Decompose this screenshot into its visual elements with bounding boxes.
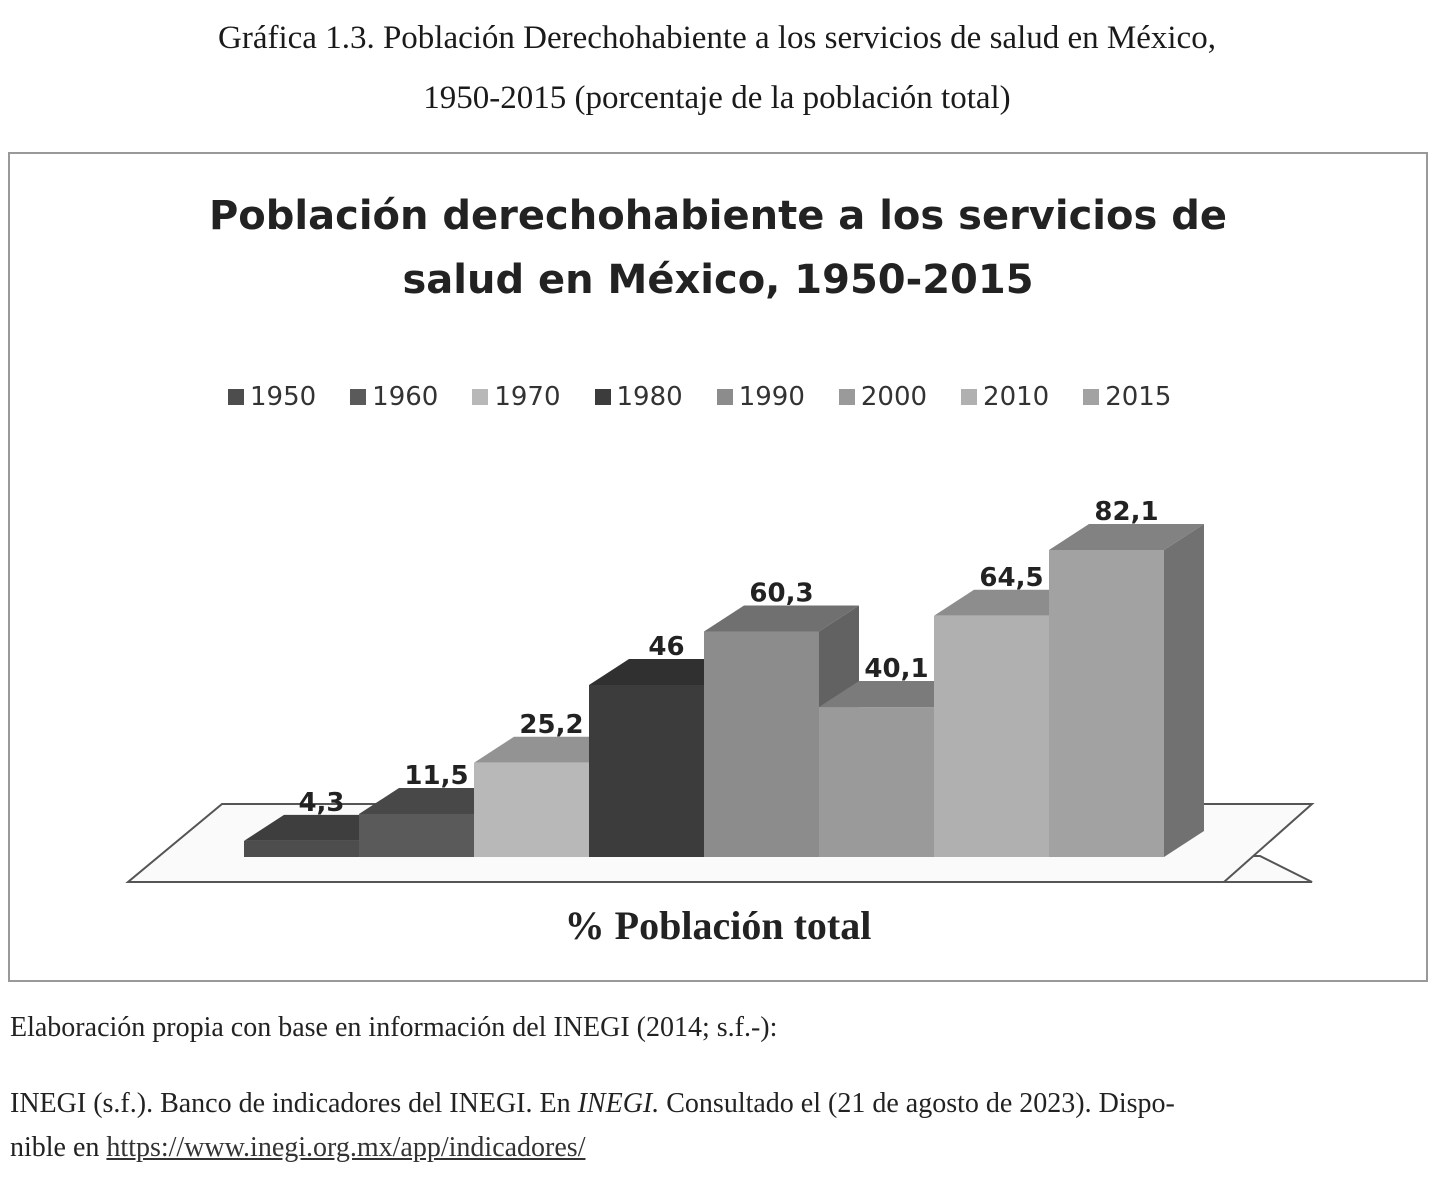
data-label-1960: 11,5 bbox=[404, 761, 468, 791]
legend-item-1970: 1970 bbox=[472, 382, 561, 412]
data-label-1950: 4,3 bbox=[298, 788, 344, 818]
legend-label: 2015 bbox=[1105, 382, 1172, 412]
legend-swatch bbox=[1083, 389, 1100, 405]
legend-swatch bbox=[961, 389, 978, 405]
bar-top-2015 bbox=[1049, 524, 1204, 550]
legend-item-1960: 1960 bbox=[350, 382, 438, 412]
legend-item-2010: 2010 bbox=[961, 382, 1049, 412]
legend-label: 2000 bbox=[860, 382, 928, 412]
chart-title-line2: salud en México, 1950-2015 bbox=[402, 257, 1034, 303]
chart-title-line1: Población derechohabiente a los servicio… bbox=[208, 193, 1227, 239]
bar-1980 bbox=[589, 684, 704, 857]
reference-text: INEGI (s.f.). Banco de indicadores del I… bbox=[10, 1088, 578, 1119]
reference-italic: INEGI. bbox=[577, 1088, 660, 1119]
legend-swatch bbox=[838, 389, 855, 405]
legend-item-1950: 1950 bbox=[228, 382, 316, 412]
bar-1990 bbox=[704, 631, 819, 857]
bar-2015 bbox=[1049, 550, 1164, 857]
legend-label: 1990 bbox=[738, 382, 805, 412]
figure-title: Gráfica 1.3. Población Derechohabiente a… bbox=[0, 8, 1434, 128]
legend-label: 1980 bbox=[616, 382, 683, 412]
legend-item-1990: 1990 bbox=[716, 382, 805, 412]
data-label-1970: 25,2 bbox=[519, 710, 583, 740]
data-label-1980: 46 bbox=[648, 632, 684, 662]
legend-item-1980: 1980 bbox=[594, 382, 683, 412]
data-label-2015: 82,1 bbox=[1094, 497, 1158, 527]
legend-swatch bbox=[228, 389, 244, 405]
reference-text-2: Consultado el (21 de agosto de 2023). Di… bbox=[659, 1088, 1175, 1119]
bar-top-1990 bbox=[704, 605, 859, 632]
bar-2000 bbox=[819, 707, 934, 857]
legend-swatch bbox=[472, 389, 489, 405]
legend-swatch bbox=[350, 389, 367, 405]
chart-legend: 1950 1960 1970 1980 1990 2000 2010 2015 bbox=[228, 382, 1171, 412]
legend-swatch bbox=[594, 389, 611, 405]
legend-label: 1960 bbox=[372, 382, 439, 412]
legend-swatch bbox=[716, 389, 733, 405]
legend-label: 1950 bbox=[250, 382, 317, 412]
bar-1970 bbox=[474, 762, 589, 857]
legend-item-2000: 2000 bbox=[838, 382, 928, 412]
figure-title-line2: 1950-2015 (porcentaje de la población to… bbox=[423, 80, 1011, 116]
reference-note: INEGI (s.f.). Banco de indicadores del I… bbox=[10, 1082, 1175, 1170]
legend-label: 1970 bbox=[494, 382, 561, 412]
bar-1960 bbox=[359, 813, 474, 857]
figure-title-line1: Gráfica 1.3. Población Derechohabiente a… bbox=[218, 20, 1216, 56]
data-label-2000: 40,1 bbox=[864, 654, 928, 684]
data-label-2010: 64,5 bbox=[979, 563, 1043, 593]
legend-label: 2010 bbox=[983, 382, 1050, 412]
bar-chart-3d: 4,3 11,5 25,2 46 60,3 40,1 64,5 82,1 bbox=[125, 497, 1315, 883]
inegi-link[interactable]: https://www.inegi.org.mx/app/indicadores… bbox=[106, 1132, 586, 1163]
source-note: Elaboración propia con base en informaci… bbox=[10, 1012, 778, 1043]
reference-text-3: nible en bbox=[10, 1132, 107, 1163]
bar-2010 bbox=[934, 615, 1049, 857]
data-label-1990: 60,3 bbox=[749, 579, 813, 609]
chart-container: 4,3 11,5 25,2 46 60,3 40,1 64,5 82,1 Población … bbox=[8, 152, 1428, 982]
x-axis-label: % Población total bbox=[564, 903, 872, 948]
bar-1950 bbox=[244, 840, 359, 857]
legend-item-2015: 2015 bbox=[1083, 382, 1171, 412]
chart-title: Población derechohabiente a los servicio… bbox=[10, 184, 1426, 312]
bar-side-2015 bbox=[1164, 524, 1204, 857]
